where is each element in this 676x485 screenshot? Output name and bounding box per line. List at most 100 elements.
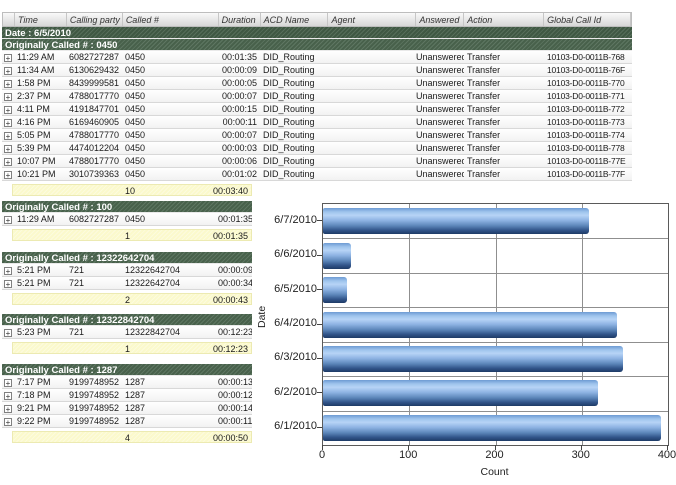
calling-party-cell: 4788017770 (69, 156, 120, 166)
subgroup-table: Originally Called # : 1287 +7:17 PM 919974… (2, 364, 252, 443)
expand-cell: + (2, 51, 14, 63)
table-row[interactable]: +5:05 PM 4788017770 0450 00:00:07 DID_Routin… (2, 129, 632, 142)
expand-icon[interactable]: + (4, 145, 12, 154)
column-header-action[interactable]: Action (464, 13, 545, 26)
expand-icon[interactable]: + (4, 54, 12, 63)
column-header-global-call-id[interactable]: Global Call Id (544, 13, 631, 26)
table-row[interactable]: +5:21 PM 721 12322642704 00:00:34 (2, 277, 252, 290)
table-row[interactable]: +5:39 PM 4474012204 0450 00:00:03 DID_Routin… (2, 142, 632, 155)
expand-icon[interactable]: + (4, 418, 12, 427)
expand-cell: + (2, 277, 14, 289)
agent-cell (328, 129, 416, 141)
y-axis-tick (317, 289, 322, 291)
expand-icon[interactable]: + (4, 119, 12, 128)
column-header-agent[interactable]: Agent (328, 13, 417, 26)
expand-icon[interactable]: + (4, 379, 12, 388)
column-header-expand[interactable] (3, 13, 15, 26)
y-axis-tick-label: 6/6/2010 (274, 248, 317, 261)
time-cell: 2:37 PM (17, 91, 51, 101)
call-detail-table: Time Calling party # Called # Duration ACD N… (2, 12, 632, 196)
acd-name-cell: DID_Routing (263, 104, 315, 114)
expand-icon[interactable]: + (4, 280, 12, 289)
expand-cell: + (2, 129, 14, 141)
expand-icon[interactable]: + (4, 106, 12, 115)
column-header-called-[interactable]: Called # (123, 13, 219, 26)
calling-party-cell: 9199748952 (69, 390, 120, 400)
gridline (323, 272, 668, 274)
column-header-time[interactable]: Time (15, 13, 67, 26)
table-row[interactable]: +1:58 PM 8439999581 0450 00:00:05 DID_Routin… (2, 77, 632, 90)
expand-icon[interactable]: + (4, 405, 12, 414)
time-cell: 11:29 AM (17, 52, 55, 62)
expand-icon[interactable]: + (4, 158, 12, 167)
x-axis-tick-label: 100 (399, 449, 418, 461)
called-number-cell: 1287 (125, 416, 146, 426)
expand-icon[interactable]: + (4, 132, 12, 141)
table-row[interactable]: +4:16 PM 6169460905 0450 00:00:11 DID_Routin… (2, 116, 632, 129)
y-axis-tick-label: 6/5/2010 (274, 282, 317, 295)
table-row[interactable]: +5:23 PM 721 12322842704 00:12:23 (2, 326, 252, 339)
expand-icon[interactable]: + (4, 93, 12, 102)
table-row[interactable]: +11:29 AM 6082727287 0450 00:01:35 (2, 213, 252, 226)
table-row[interactable]: +2:37 PM 4788017770 0450 00:00:07 DID_Routin… (2, 90, 632, 103)
column-header-duration[interactable]: Duration (219, 13, 261, 26)
called-number-cell: 0450 (125, 169, 146, 179)
summary-call-count: 1 (125, 344, 131, 354)
called-number-cell: 0450 (125, 117, 146, 127)
global-call-id-cell: 10103-D0-0011B-77E (547, 156, 626, 166)
group-summary-row: 1 00:01:35 (12, 229, 252, 241)
expand-cell: + (2, 415, 14, 427)
called-number-cell: 0450 (125, 156, 146, 166)
action-cell: Transfer (467, 117, 501, 127)
column-header-acd-name[interactable]: ACD Name (261, 13, 329, 26)
global-call-id-cell: 10103-D0-0011B-774 (547, 130, 625, 140)
table-row[interactable]: +4:11 PM 4191847701 0450 00:00:15 DID_Routin… (2, 103, 632, 116)
table-row[interactable]: +7:18 PM 9199748952 1287 00:00:12 (2, 389, 252, 402)
x-axis-tick (408, 445, 410, 450)
summary-call-count: 1 (125, 231, 131, 241)
calling-party-cell: 721 (69, 327, 85, 337)
table-row[interactable]: +11:29 AM 6082727287 0450 00:01:35 DID_Routi… (2, 51, 632, 64)
agent-cell (328, 168, 416, 180)
calling-party-cell: 4788017770 (69, 91, 120, 101)
expand-icon[interactable]: + (4, 80, 12, 89)
acd-name-cell: DID_Routing (263, 130, 315, 140)
calling-party-cell: 9199748952 (69, 403, 120, 413)
table-row[interactable]: +7:17 PM 9199748952 1287 00:00:13 (2, 376, 252, 389)
expand-icon[interactable]: + (4, 67, 12, 76)
time-cell: 1:58 PM (17, 78, 51, 88)
summary-total-duration: 00:00:50 (212, 433, 248, 443)
subgroup-table: Originally Called # : 12322842704 +5:23 P… (2, 314, 252, 354)
expand-icon[interactable]: + (4, 171, 12, 180)
column-header-answered[interactable]: Answered (416, 13, 465, 26)
summary-total-duration: 00:12:23 (212, 344, 248, 354)
expand-cell: + (2, 168, 14, 180)
answered-cell: Unanswered (416, 130, 464, 140)
summary-call-count: 10 (125, 186, 136, 196)
duration-cell: 00:00:14 (218, 403, 252, 413)
calling-party-cell: 4788017770 (69, 130, 120, 140)
expand-icon[interactable]: + (4, 216, 12, 225)
column-header-calling-party-[interactable]: Calling party # (67, 13, 123, 26)
table-row[interactable]: +10:07 PM 4788017770 0450 00:00:06 DID_Routi… (2, 155, 632, 168)
group-header: Originally Called # : 100 (2, 201, 252, 213)
expand-icon[interactable]: + (4, 329, 12, 338)
calling-party-cell: 6082727287 (69, 52, 120, 62)
expand-icon[interactable]: + (4, 392, 12, 401)
table-row[interactable]: +9:22 PM 9199748952 1287 00:00:11 (2, 415, 252, 428)
time-cell: 7:18 PM (17, 390, 51, 400)
calling-party-cell: 3010739363 (69, 169, 120, 179)
calling-party-cell: 4191847701 (69, 104, 120, 114)
table-row[interactable]: +11:34 AM 6130629432 0450 00:00:09 DID_Routi… (2, 64, 632, 77)
plot-area (322, 203, 669, 446)
time-cell: 11:29 AM (17, 214, 55, 224)
table-row[interactable]: +5:21 PM 721 12322642704 00:00:09 (2, 264, 252, 277)
duration-cell: 00:00:11 (218, 416, 252, 426)
main-group-header: Originally Called # : 0450 (2, 39, 632, 51)
acd-name-cell: DID_Routing (263, 91, 315, 101)
expand-icon[interactable]: + (4, 267, 12, 276)
table-row[interactable]: +10:21 PM 3010739363 0450 00:01:02 DID_Routi… (2, 168, 632, 181)
expand-cell: + (2, 90, 14, 102)
time-cell: 4:11 PM (17, 104, 50, 114)
table-row[interactable]: +9:21 PM 9199748952 1287 00:00:14 (2, 402, 252, 415)
